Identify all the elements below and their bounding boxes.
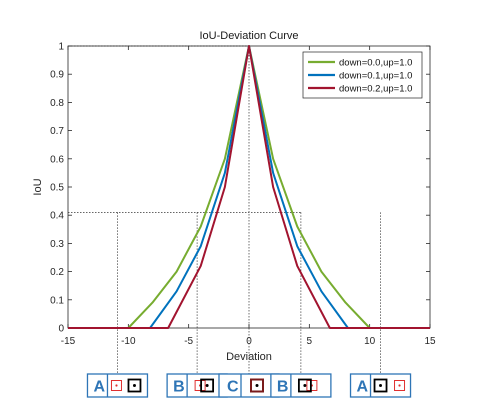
y-tick-label: 0.8 <box>50 98 64 109</box>
y-axis: 0 0.1 0.2 0.3 0.4 0.5 0.6 0.7 0.8 0.9 1 <box>50 42 430 335</box>
black-center-dot-marker <box>132 384 136 387</box>
y-tick-label: 0.4 <box>50 211 64 222</box>
y-tick-label: 1 <box>58 42 64 53</box>
panel-letter-label: C <box>227 379 239 396</box>
legend-entry-label: down=0.2,up=1.0 <box>339 84 412 95</box>
y-axis-title: IoU <box>32 178 44 195</box>
y-tick-label: 0 <box>58 324 64 335</box>
black-center-dot-marker <box>205 384 209 387</box>
black-box-marker <box>297 378 312 393</box>
small-red-box-marker <box>394 380 406 391</box>
black-box-marker <box>200 378 215 393</box>
panel-letter-label: B <box>173 379 185 396</box>
series-line-2 <box>68 45 430 329</box>
illustration-panel <box>270 373 332 398</box>
panel-letter-label: A <box>93 379 105 396</box>
x-axis-title: Deviation <box>226 351 272 363</box>
black-box-marker <box>373 378 388 393</box>
series-lines <box>68 45 430 329</box>
small-red-box-marker <box>306 380 318 391</box>
x-tick-label: 15 <box>424 336 436 347</box>
small-red-box-marker <box>194 380 206 391</box>
red-center-dot-marker <box>115 384 118 387</box>
legend: down=0.0,up=1.0 down=0.1,up=1.0 down=0.2,u… <box>302 51 423 99</box>
red-center-dot-marker <box>398 384 401 387</box>
x-tick-label: 0 <box>246 336 252 347</box>
center-dot-marker <box>255 384 259 387</box>
chart-title: IoU-Deviation Curve <box>199 30 298 42</box>
y-tick-label: 0.3 <box>50 239 64 250</box>
panel-letter-label: A <box>357 379 369 396</box>
panel-letter-label: B <box>277 379 289 396</box>
x-tick-label: -10 <box>121 336 136 347</box>
black-center-dot-marker <box>303 384 307 387</box>
y-tick-label: 0.2 <box>50 267 64 278</box>
x-tick-label: -5 <box>184 336 193 347</box>
y-tick-label: 0.6 <box>50 154 64 165</box>
y-tick-label: 0.1 <box>50 295 64 306</box>
y-tick-label: 0.7 <box>50 126 64 137</box>
y-tick-label: 0.5 <box>50 183 64 194</box>
legend-entry-label: down=0.0,up=1.0 <box>339 58 412 69</box>
overlapping-box-marker <box>250 378 264 393</box>
black-box-marker <box>127 378 142 393</box>
x-tick-label: -15 <box>61 336 76 347</box>
small-red-box-marker <box>110 380 122 391</box>
y-tick-label: 0.9 <box>50 70 64 81</box>
legend-entry-label: down=0.1,up=1.0 <box>339 71 412 82</box>
black-center-dot-marker <box>379 384 383 387</box>
x-tick-label: 10 <box>364 336 376 347</box>
x-tick-label: 5 <box>307 336 313 347</box>
